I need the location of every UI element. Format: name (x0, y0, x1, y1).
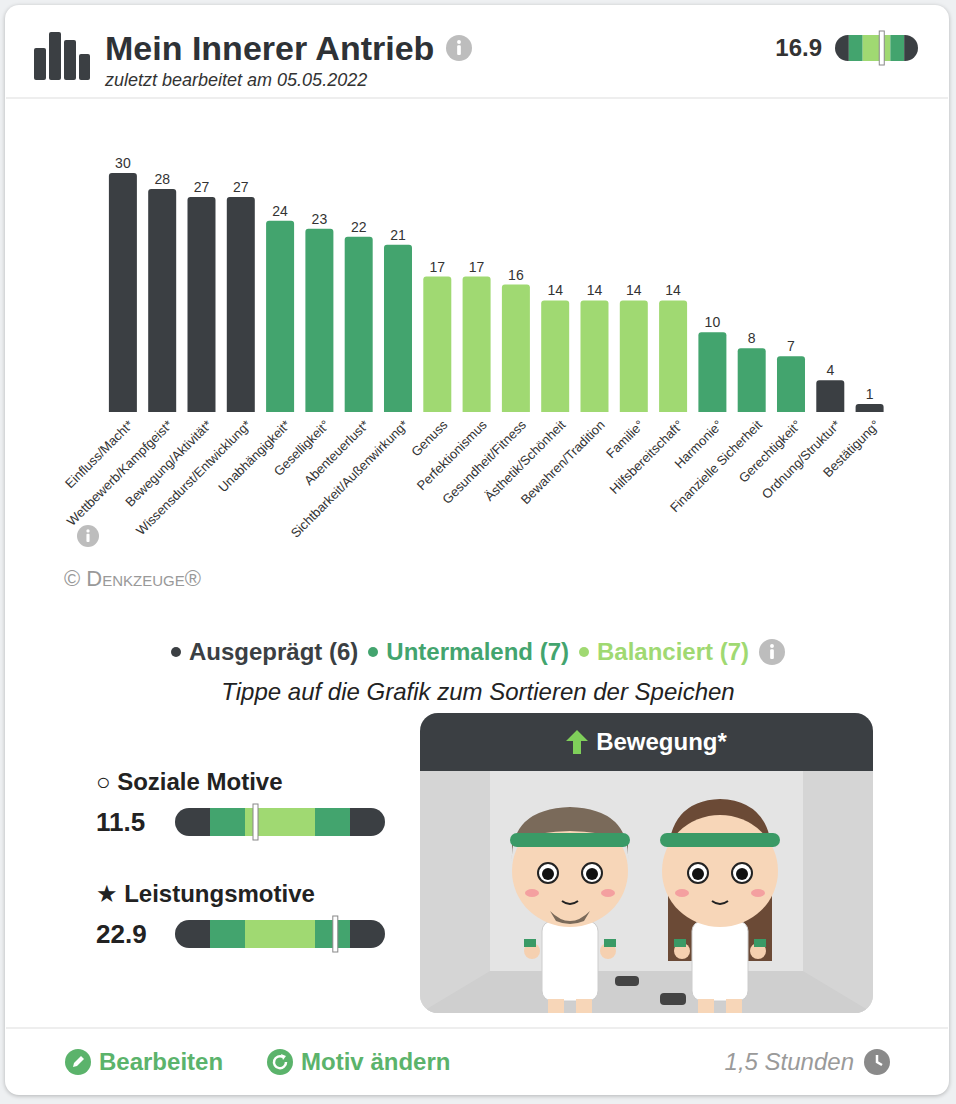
svg-text:Harmonie°: Harmonie° (671, 417, 726, 472)
svg-text:21: 21 (390, 227, 406, 243)
html-text:© Denkzeuge®: © Denkzeuge® (64, 566, 201, 591)
svg-text:14: 14 (626, 282, 642, 298)
svg-text:Ästhetik/Schönheit: Ästhetik/Schönheit (481, 417, 569, 504)
html-text:11.5: 11.5 (96, 806, 146, 837)
svg-text:Bestätigung°: Bestätigung° (820, 417, 883, 480)
html-text:1,5 Stunden: 1,5 Stunden (724, 1048, 854, 1075)
svg-text:Gerechtigkeit°: Gerechtigkeit° (735, 417, 805, 486)
svg-text:Einfluss/Macht*: Einfluss/Macht* (62, 417, 136, 491)
html-text:22.9: 22.9 (96, 918, 147, 949)
html-text:Untermalend (7): Untermalend (7) (386, 638, 569, 665)
svg-text:Genuss: Genuss (408, 417, 451, 460)
svg-text:Gesundheit/Fitness: Gesundheit/Fitness (439, 417, 530, 507)
svg-text:23: 23 (312, 211, 328, 227)
svg-text:22: 22 (351, 219, 367, 235)
svg-text:14: 14 (665, 282, 681, 298)
svg-text:Unabhängigkeit*: Unabhängigkeit* (215, 417, 294, 496)
svg-text:Bewahren/Tradition: Bewahren/Tradition (518, 417, 608, 507)
svg-text:Hilfsbereitschaft°: Hilfsbereitschaft° (606, 417, 687, 497)
svg-text:30: 30 (115, 155, 131, 171)
svg-text:4: 4 (826, 362, 834, 378)
html-text:16.9: 16.9 (775, 34, 822, 61)
svg-text:Ordnung/Struktur*: Ordnung/Struktur* (758, 417, 844, 502)
html-text:Bearbeiten: Bearbeiten (99, 1048, 223, 1075)
svg-text:17: 17 (430, 259, 446, 275)
svg-text:1: 1 (866, 386, 874, 402)
svg-text:10: 10 (705, 314, 721, 330)
html-text:○ Soziale Motive: ○ Soziale Motive (96, 768, 283, 795)
svg-text:27: 27 (233, 179, 249, 195)
svg-text:Geselligkeit°: Geselligkeit° (270, 417, 333, 479)
svg-text:Abenteuerlust*: Abenteuerlust* (301, 417, 372, 489)
html-text:Tippe auf die Grafik zum Sorti: Tippe auf die Grafik zum Sortieren der S… (221, 678, 735, 705)
svg-text:Finanzielle Sicherheit: Finanzielle Sicherheit (666, 417, 765, 516)
svg-text:Bewegung/Aktivität*: Bewegung/Aktivität* (122, 417, 215, 510)
html-text:Bewegung*: Bewegung* (596, 728, 727, 755)
svg-text:Familie°: Familie° (603, 417, 647, 462)
svg-text:17: 17 (469, 259, 485, 275)
html-text:Mein Innerer Antrieb: Mein Innerer Antrieb (105, 29, 435, 67)
svg-text:7: 7 (787, 338, 795, 354)
html-text:★ Leistungsmotive: ★ Leistungsmotive (96, 880, 315, 907)
svg-text:Perfektionismus: Perfektionismus (414, 417, 490, 493)
svg-text:27: 27 (194, 179, 210, 195)
svg-text:14: 14 (547, 282, 563, 298)
svg-text:28: 28 (154, 171, 170, 187)
html-text:Balanciert (7): Balanciert (7) (597, 638, 750, 665)
html-text:Motiv ändern: Motiv ändern (301, 1048, 451, 1075)
svg-text:24: 24 (272, 203, 288, 219)
svg-text:14: 14 (587, 282, 603, 298)
html-text:Ausgeprägt (6): Ausgeprägt (6) (188, 638, 359, 665)
svg-text:8: 8 (748, 330, 756, 346)
svg-text:Sichtbarkeit/Außenwirkung*: Sichtbarkeit/Außenwirkung* (288, 417, 412, 541)
svg-text:Wissensdurst/Entwicklung*: Wissensdurst/Entwicklung* (133, 417, 254, 539)
html-text:zuletzt bearbeitet am 05.05.20: zuletzt bearbeitet am 05.05.2022 (105, 70, 368, 90)
svg-text:Wettbewerb/Kampfgeist*: Wettbewerb/Kampfgeist* (63, 417, 176, 529)
svg-text:16: 16 (508, 267, 524, 283)
